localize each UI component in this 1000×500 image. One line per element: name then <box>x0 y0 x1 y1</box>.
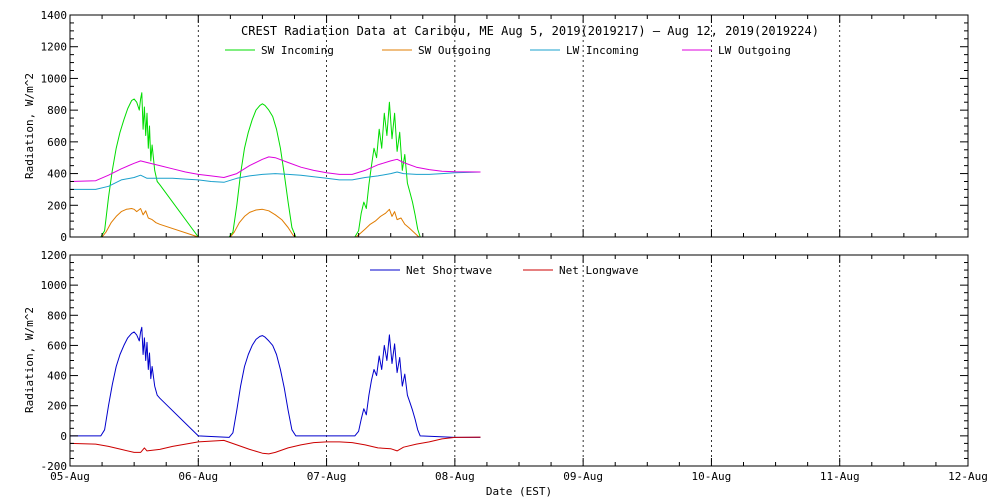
x-tick-labels: 05-Aug 06-Aug 07-Aug 08-Aug 09-Aug 10-Aug 11-A… <box>50 470 988 483</box>
top-y-tick-label: 400 <box>47 168 67 181</box>
top-y-tick-label: 600 <box>47 136 67 149</box>
top-y-tick-label: 1000 <box>41 72 68 85</box>
top-y-tick-label: 200 <box>47 199 67 212</box>
bottom-y-tick-labels: -200 0 200 400 600 800 1000 1200 <box>41 249 68 473</box>
series-line-net-longwave <box>69 436 481 455</box>
top-y-tick-labels: 0 200 400 600 800 1000 1200 1400 <box>41 9 68 244</box>
bottom-panel: -200 0 200 400 600 800 1000 1200 05-Aug 06-Aug 07… <box>23 249 988 498</box>
x-tick-label: 07-Aug <box>307 470 347 483</box>
series-line-lw-outgoing <box>69 156 481 182</box>
bottom-y-tick-label: 200 <box>47 400 67 413</box>
x-tick-label: 05-Aug <box>50 470 90 483</box>
x-tick-label: 09-Aug <box>563 470 603 483</box>
bottom-y-tick-label: 800 <box>47 309 67 322</box>
x-tick-label: 08-Aug <box>435 470 475 483</box>
series-line-sw-outgoing <box>70 208 481 238</box>
bottom-y-tick-label: 1200 <box>41 249 68 262</box>
legend-label-net-shortwave: Net Shortwave <box>406 264 492 277</box>
x-tick-label: 06-Aug <box>178 470 218 483</box>
top-series <box>69 92 481 238</box>
top-y-tick-label: 1200 <box>41 41 68 54</box>
bottom-plot-frame <box>69 254 969 467</box>
x-tick-label: 12-Aug <box>948 470 988 483</box>
series-line-net-shortwave <box>70 326 481 438</box>
bottom-y-tick-label: 1000 <box>41 279 68 292</box>
legend-label-sw-incoming: SW Incoming <box>261 44 334 57</box>
top-y-axis-label: Radiation, W/m^2 <box>23 73 36 179</box>
bottom-y-tick-label: 0 <box>60 430 67 443</box>
legend-label-sw-outgoing: SW Outgoing <box>418 44 491 57</box>
series-line-lw-incoming <box>70 171 481 190</box>
top-ticks <box>69 14 969 238</box>
top-y-tick-label: 800 <box>47 104 67 117</box>
chart-title: CREST Radiation Data at Caribou, ME Aug … <box>241 24 819 38</box>
bottom-ticks <box>69 254 969 467</box>
bottom-y-tick-label: 400 <box>47 370 67 383</box>
x-tick-label: 11-Aug <box>820 470 860 483</box>
top-y-tick-label: 1400 <box>41 9 68 22</box>
x-tick-label: 10-Aug <box>692 470 732 483</box>
x-axis-label: Date (EST) <box>486 485 552 498</box>
bottom-y-tick-label: 600 <box>47 339 67 352</box>
bottom-y-tick-label: -200 <box>41 460 68 473</box>
bottom-legend: Net Shortwave Net Longwave <box>370 264 638 277</box>
legend-label-lw-outgoing: LW Outgoing <box>718 44 791 57</box>
bottom-grid <box>197 255 841 466</box>
top-legend: SW Incoming SW Outgoing LW Incoming LW Outg… <box>225 44 791 57</box>
legend-label-lw-incoming: LW Incoming <box>566 44 639 57</box>
series-line-sw-incoming <box>70 92 481 238</box>
legend-label-net-longwave: Net Longwave <box>559 264 638 277</box>
bottom-series <box>69 326 481 455</box>
top-grid <box>197 15 841 237</box>
top-y-tick-label: 0 <box>60 231 67 244</box>
top-plot-frame <box>69 14 969 238</box>
bottom-y-axis-label: Radiation, W/m^2 <box>23 307 36 413</box>
top-panel: 0 200 400 600 800 1000 1200 1400 CREST Radiatio… <box>23 9 969 244</box>
